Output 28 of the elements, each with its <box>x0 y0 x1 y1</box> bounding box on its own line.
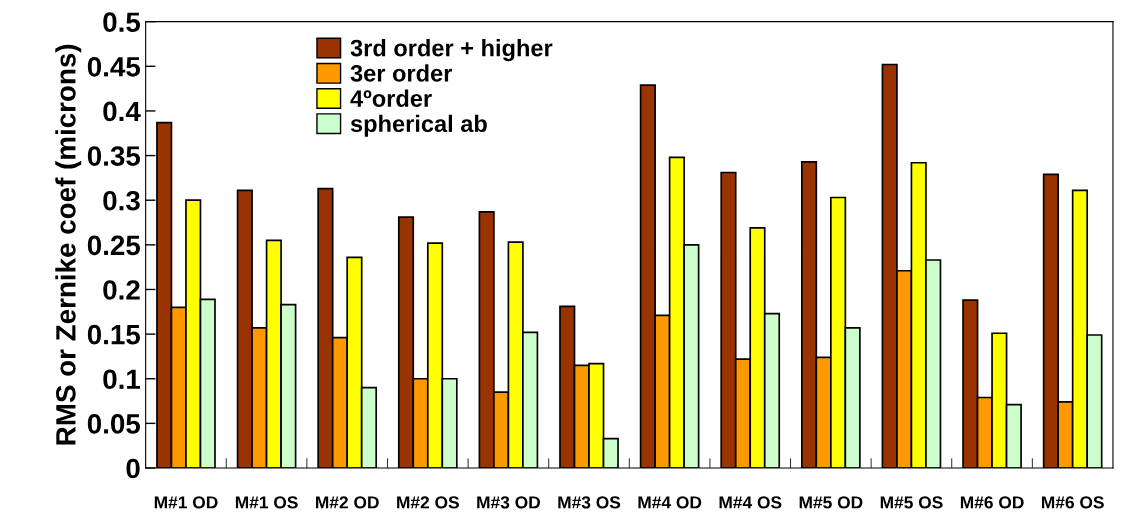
y-tick-label: 0.1 <box>103 369 141 390</box>
x-tick-label: M#4 OS <box>719 496 782 509</box>
y-tick-label: 0.25 <box>87 235 141 256</box>
x-tick-label: M#5 OD <box>799 496 863 509</box>
x-tick-label: M#2 OS <box>397 496 459 509</box>
x-tick-label: M#4 OD <box>638 496 702 509</box>
x-tick-label: M#3 OS <box>558 496 621 509</box>
legend-label: 4ºorder <box>350 89 432 107</box>
x-tick-label: M#3 OD <box>477 496 540 509</box>
y-tick-label: 0.2 <box>103 280 140 300</box>
y-tick-label: 0.3 <box>103 190 140 211</box>
y-tick-label: 0.05 <box>87 414 141 434</box>
y-tick-label: 0 <box>126 458 140 479</box>
x-tick-label: M#2 OD <box>316 496 379 509</box>
y-tick-label: 0.5 <box>103 12 141 33</box>
y-tick-label: 0.15 <box>87 324 141 345</box>
x-tick-label: M#1 OD <box>154 496 218 509</box>
legend-label: 3rd order + higher <box>350 39 553 62</box>
y-tick-label: 0.45 <box>87 56 141 77</box>
x-tick-label: M#5 OS <box>880 496 943 509</box>
y-tick-label: 0.4 <box>103 101 141 122</box>
x-tick-label: M#6 OD <box>960 496 1024 509</box>
legend-label: 3er order <box>350 64 453 82</box>
y-axis-title: RMS or Zernike coef (microns) <box>55 44 82 445</box>
legend-label: spherical ab <box>350 114 487 137</box>
x-tick-label: M#6 OS <box>1041 496 1104 509</box>
y-tick-label: 0.35 <box>87 146 141 166</box>
x-tick-label: M#1 OS <box>235 496 298 509</box>
